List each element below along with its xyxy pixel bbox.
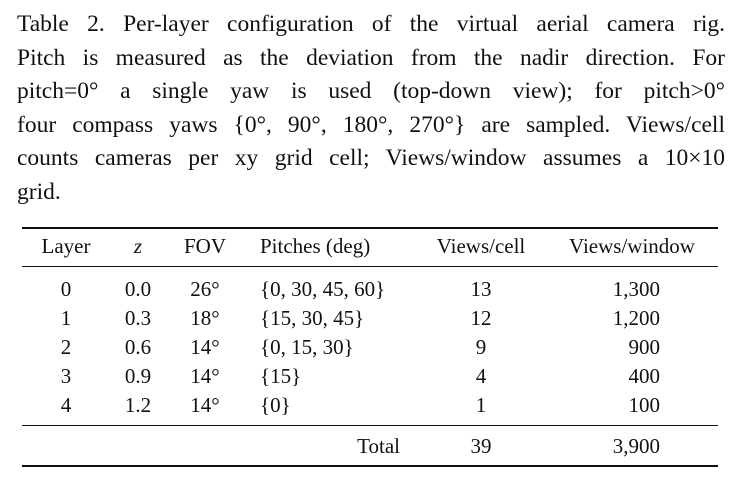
total-label: Total: [357, 434, 400, 458]
table-cell: {15}: [260, 364, 302, 388]
table-cell: 400: [628, 364, 661, 388]
table-cell: {0, 30, 45, 60}: [260, 277, 386, 301]
table-cell: 14°: [190, 335, 220, 359]
table-cell: 900: [628, 335, 661, 359]
column-header: Layer: [41, 234, 91, 258]
table-cell: 12: [470, 306, 492, 330]
caption-line: grid.: [17, 179, 61, 205]
table-cell: 0.0: [124, 277, 152, 301]
table-cell: 1,300: [612, 277, 660, 301]
table-cell: 1: [60, 306, 72, 330]
caption-line: four compass yaws {0°, 90°, 180°, 270°} …: [17, 111, 725, 138]
table-cell: 3: [60, 364, 72, 388]
table-cell: 4: [60, 393, 72, 417]
caption-line: Table 2. Per-layer configuration of the …: [17, 11, 725, 37]
total-cell: 3,900: [612, 434, 660, 458]
table-cell: 4: [475, 364, 487, 388]
table-cell: 18°: [190, 306, 220, 330]
caption-line: counts cameras per xy grid cell; Views/w…: [17, 145, 725, 172]
table-cell: {0, 15, 30}: [260, 335, 354, 359]
table-cell: 1.2: [124, 393, 152, 417]
table-cell: 1: [475, 393, 487, 417]
table-cell: {0}: [260, 393, 291, 417]
table-cell: 2: [60, 335, 72, 359]
total-cell: 39: [470, 434, 492, 458]
table-cell: {15, 30, 45}: [260, 306, 365, 330]
column-header: FOV: [183, 234, 226, 258]
table-cell: 1,200: [612, 306, 660, 330]
header-rule: [22, 266, 718, 267]
column-header: Pitches (deg): [260, 234, 371, 258]
table-cell: 14°: [190, 364, 220, 388]
column-header: Views/window: [569, 234, 695, 258]
table-cell: 9: [475, 335, 487, 359]
table-cell: 0.3: [124, 306, 152, 330]
table-cell: 26°: [190, 277, 220, 301]
top-rule: [22, 227, 718, 229]
table-cell: 13: [470, 277, 492, 301]
total-rule: [22, 425, 718, 426]
table-cell: 0.9: [124, 364, 152, 388]
caption-line: pitch=0° a single yaw is used (top-down …: [17, 78, 725, 105]
table-cell: 0: [60, 277, 72, 301]
column-header: z: [133, 234, 143, 258]
column-header: Views/cell: [436, 234, 526, 258]
caption-line: Pitch is measured as the deviation from …: [17, 44, 725, 71]
bottom-rule: [22, 465, 718, 467]
table-cell: 14°: [190, 393, 220, 417]
table-cell: 100: [628, 393, 661, 417]
table-cell: 0.6: [124, 335, 152, 359]
